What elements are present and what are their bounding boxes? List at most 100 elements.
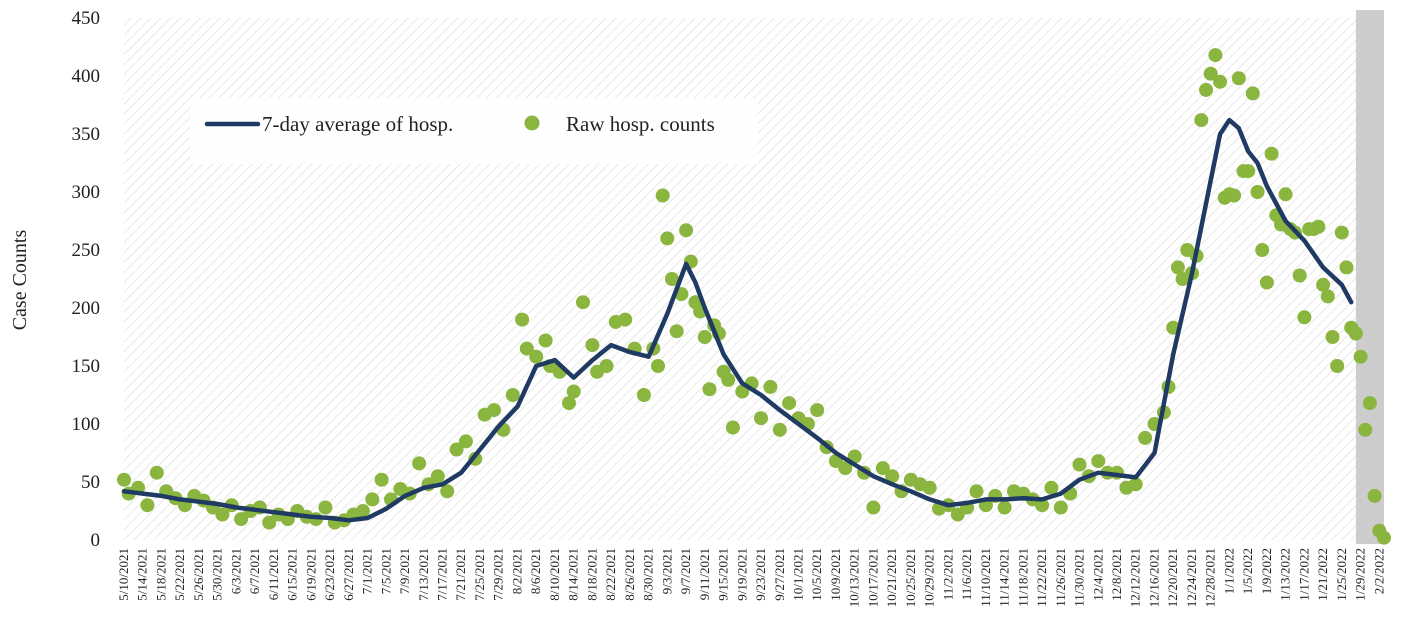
x-tick-label: 11/2/2021: [940, 548, 955, 600]
x-tick-label: 12/24/2021: [1184, 548, 1199, 607]
y-tick-label: 50: [81, 472, 100, 493]
raw-count-point: [1297, 310, 1312, 325]
raw-count-point: [440, 484, 455, 499]
x-tick-label: 2/2/2022: [1371, 548, 1386, 594]
shaded-incomplete-data-region: [1355, 10, 1384, 544]
raw-count-point: [651, 359, 665, 373]
raw-count-point: [1245, 86, 1260, 101]
x-tick-label: 1/9/2022: [1259, 548, 1274, 594]
x-tick-label: 8/18/2021: [584, 548, 599, 601]
raw-count-point: [117, 472, 131, 487]
raw-count-point: [1199, 82, 1213, 97]
x-tick-label: 7/5/2021: [378, 548, 393, 594]
raw-count-point: [1138, 430, 1153, 445]
raw-count-point: [1194, 113, 1209, 128]
x-tick-label: 12/12/2021: [1128, 548, 1143, 607]
raw-count-point: [754, 411, 768, 426]
raw-count-point: [562, 396, 576, 411]
raw-count-point: [1250, 185, 1265, 199]
x-tick-label: 10/5/2021: [809, 548, 824, 601]
y-tick-label: 150: [72, 356, 101, 377]
raw-count-point: [725, 420, 740, 435]
raw-count-point: [1316, 277, 1331, 292]
raw-count-point: [1241, 164, 1256, 179]
x-tick-label: 9/23/2021: [753, 548, 768, 601]
y-axis-label: Case Counts: [9, 230, 31, 331]
raw-count-point: [636, 388, 651, 402]
raw-count-point: [969, 484, 984, 499]
raw-count-point: [721, 372, 736, 387]
raw-count-point: [1353, 349, 1368, 364]
raw-count-point: [665, 272, 679, 286]
raw-count-point: [1358, 422, 1373, 437]
x-tick-label: 8/26/2021: [622, 548, 637, 601]
legend-background: [190, 98, 758, 164]
raw-count-point: [1170, 260, 1185, 275]
y-tick-label: 100: [72, 414, 101, 435]
raw-count-point: [262, 515, 277, 530]
legend-label-raw: Raw hosp. counts: [566, 112, 715, 136]
x-tick-label: 11/18/2021: [1015, 548, 1030, 607]
x-tick-label: 11/10/2021: [978, 548, 993, 607]
raw-count-point: [1334, 225, 1349, 240]
x-tick-label: 6/15/2021: [285, 548, 300, 601]
y-tick-label: 350: [72, 124, 101, 145]
x-tick-label: 6/19/2021: [303, 548, 318, 601]
raw-count-point: [515, 312, 530, 327]
x-tick-label: 8/10/2021: [547, 548, 562, 601]
x-tick-label: 10/9/2021: [828, 548, 843, 601]
x-tick-label: 5/26/2021: [191, 548, 206, 601]
raw-count-point: [1311, 219, 1326, 234]
x-tick-label: 5/18/2021: [154, 548, 169, 601]
x-tick-label: 6/3/2021: [228, 548, 243, 594]
raw-count-point: [1325, 330, 1340, 344]
x-tick-label: 1/1/2022: [1221, 548, 1236, 594]
y-tick-label: 200: [72, 298, 101, 319]
x-axis-tick-labels: 5/10/2021 5/14/2021 5/18/2021 5/22/2021 5/26…: [116, 548, 1386, 607]
x-tick-label: 1/21/2022: [1315, 548, 1330, 601]
raw-count-point: [318, 500, 333, 515]
raw-count-point: [810, 403, 825, 418]
x-tick-label: 12/28/2021: [1203, 548, 1218, 607]
x-tick-label: 9/15/2021: [716, 548, 731, 601]
raw-count-point: [374, 472, 389, 487]
x-tick-label: 12/20/2021: [1165, 548, 1180, 607]
raw-count-point: [449, 442, 464, 457]
x-tick-label: 7/17/2021: [435, 548, 450, 601]
x-tick-label: 8/14/2021: [566, 548, 581, 601]
raw-count-point: [618, 312, 633, 327]
raw-count-point: [1072, 457, 1087, 472]
x-tick-label: 10/1/2021: [791, 548, 806, 601]
x-tick-label: 9/3/2021: [659, 548, 674, 594]
x-tick-label: 10/29/2021: [922, 548, 937, 607]
raw-count-point: [1203, 66, 1218, 81]
x-tick-label: 6/23/2021: [322, 548, 337, 601]
raw-count-point: [655, 188, 670, 203]
seven-day-average-line: [121, 117, 1354, 523]
raw-count-point: [1264, 146, 1279, 161]
raw-count-point: [566, 384, 581, 399]
x-tick-label: 7/13/2021: [416, 548, 431, 601]
raw-count-point: [487, 403, 501, 418]
x-tick-label: 11/14/2021: [997, 548, 1012, 607]
x-tick-label: 5/22/2021: [172, 548, 187, 601]
x-tick-label: 8/6/2021: [528, 548, 543, 594]
x-tick-label: 7/25/2021: [472, 548, 487, 601]
raw-count-point: [538, 333, 553, 348]
x-tick-label: 6/11/2021: [266, 548, 281, 600]
raw-count-point: [1377, 530, 1391, 545]
raw-count-point: [458, 434, 473, 449]
raw-count-point: [1053, 500, 1068, 515]
x-tick-label: 9/11/2021: [697, 548, 712, 600]
raw-count-point: [866, 500, 881, 515]
x-tick-label: 11/30/2021: [1072, 548, 1087, 607]
x-tick-label: 7/29/2021: [491, 548, 506, 601]
raw-count-point: [875, 461, 890, 476]
raw-count-point: [365, 492, 380, 507]
raw-count-point: [1255, 243, 1270, 257]
raw-count-point: [1128, 477, 1143, 492]
y-axis-tick-labels: 0 50 100 150 200 250 300 350 400 450: [72, 8, 101, 551]
x-tick-label: 1/25/2022: [1334, 548, 1349, 601]
raw-count-point: [782, 396, 797, 411]
x-tick-label: 12/4/2021: [1090, 548, 1105, 601]
